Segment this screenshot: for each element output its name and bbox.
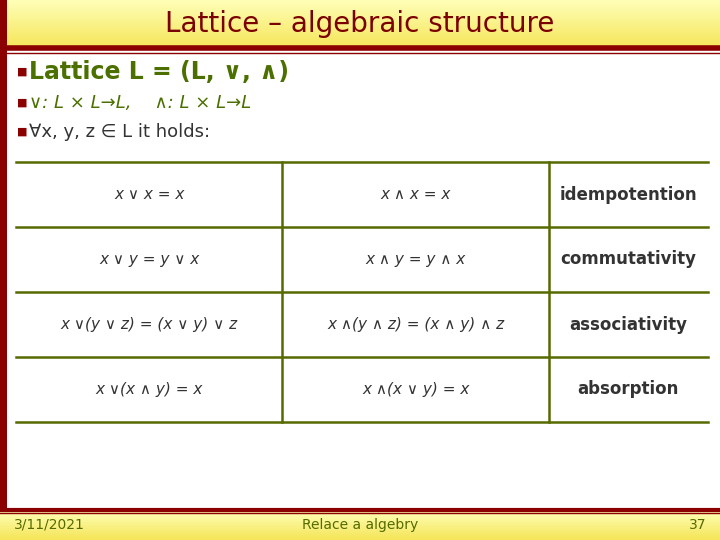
Text: associativity: associativity [570, 315, 688, 334]
Text: Lattice L = (L, ∨, ∧): Lattice L = (L, ∨, ∧) [29, 60, 289, 84]
Text: x ∧ y = y ∧ x: x ∧ y = y ∧ x [366, 252, 466, 267]
Text: ∀x, y, z ∈ L it holds:: ∀x, y, z ∈ L it holds: [29, 123, 210, 141]
Text: x ∨ x = x: x ∨ x = x [114, 187, 184, 202]
Text: x ∧(y ∧ z) = (x ∧ y) ∧ z: x ∧(y ∧ z) = (x ∧ y) ∧ z [327, 317, 504, 332]
Text: Relace a algebry: Relace a algebry [302, 518, 418, 532]
Text: absorption: absorption [577, 381, 679, 399]
Text: x ∨(y ∨ z) = (x ∨ y) ∨ z: x ∨(y ∨ z) = (x ∨ y) ∨ z [60, 317, 238, 332]
Text: x ∧(x ∨ y) = x: x ∧(x ∨ y) = x [362, 382, 469, 397]
Text: commutativity: commutativity [560, 251, 696, 268]
Text: x ∨ y = y ∨ x: x ∨ y = y ∨ x [99, 252, 199, 267]
Text: 3/11/2021: 3/11/2021 [14, 518, 85, 532]
Text: ∨: L × L→L,    ∧: L × L→L: ∨: L × L→L, ∧: L × L→L [29, 94, 251, 112]
Text: Lattice – algebraic structure: Lattice – algebraic structure [166, 10, 554, 38]
Text: x ∨(x ∧ y) = x: x ∨(x ∧ y) = x [96, 382, 203, 397]
Text: idempotention: idempotention [559, 186, 697, 204]
Text: ■: ■ [17, 67, 27, 77]
Text: 37: 37 [688, 518, 706, 532]
Text: ■: ■ [17, 127, 27, 137]
Text: ■: ■ [17, 98, 27, 108]
Text: x ∧ x = x: x ∧ x = x [380, 187, 451, 202]
Bar [0, 0, 7, 540]
